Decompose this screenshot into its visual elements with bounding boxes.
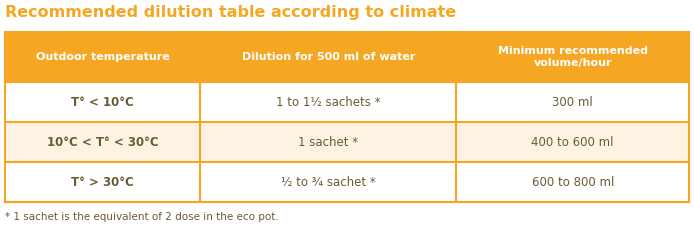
Text: 1 to 1½ sachets *: 1 to 1½ sachets * bbox=[276, 95, 380, 109]
Bar bbox=[200, 32, 457, 82]
Bar bbox=[5, 122, 200, 162]
Text: ½ to ¾ sachet *: ½ to ¾ sachet * bbox=[281, 175, 375, 188]
Text: * 1 sachet is the equivalent of 2 dose in the eco pot.: * 1 sachet is the equivalent of 2 dose i… bbox=[5, 212, 279, 222]
Text: 1 sachet *: 1 sachet * bbox=[298, 135, 358, 149]
Text: Outdoor temperature: Outdoor temperature bbox=[35, 52, 169, 62]
Text: 400 to 600 ml: 400 to 600 ml bbox=[532, 135, 614, 149]
Text: 600 to 800 ml: 600 to 800 ml bbox=[532, 175, 614, 188]
Text: 300 ml: 300 ml bbox=[552, 95, 593, 109]
Text: 10°C < T° < 30°C: 10°C < T° < 30°C bbox=[46, 135, 158, 149]
Bar bbox=[5, 32, 200, 82]
Bar bbox=[457, 122, 689, 162]
Bar bbox=[5, 82, 200, 122]
Text: T° > 30°C: T° > 30°C bbox=[71, 175, 134, 188]
Text: T° < 10°C: T° < 10°C bbox=[71, 95, 134, 109]
Bar bbox=[5, 162, 200, 202]
Text: Minimum recommended
volume/hour: Minimum recommended volume/hour bbox=[498, 46, 648, 68]
Bar bbox=[457, 162, 689, 202]
Bar bbox=[200, 122, 457, 162]
Bar bbox=[457, 82, 689, 122]
Text: Recommended dilution table according to climate: Recommended dilution table according to … bbox=[5, 5, 456, 20]
Text: Dilution for 500 ml of water: Dilution for 500 ml of water bbox=[242, 52, 415, 62]
Bar bbox=[200, 162, 457, 202]
Bar bbox=[457, 32, 689, 82]
Bar bbox=[200, 82, 457, 122]
